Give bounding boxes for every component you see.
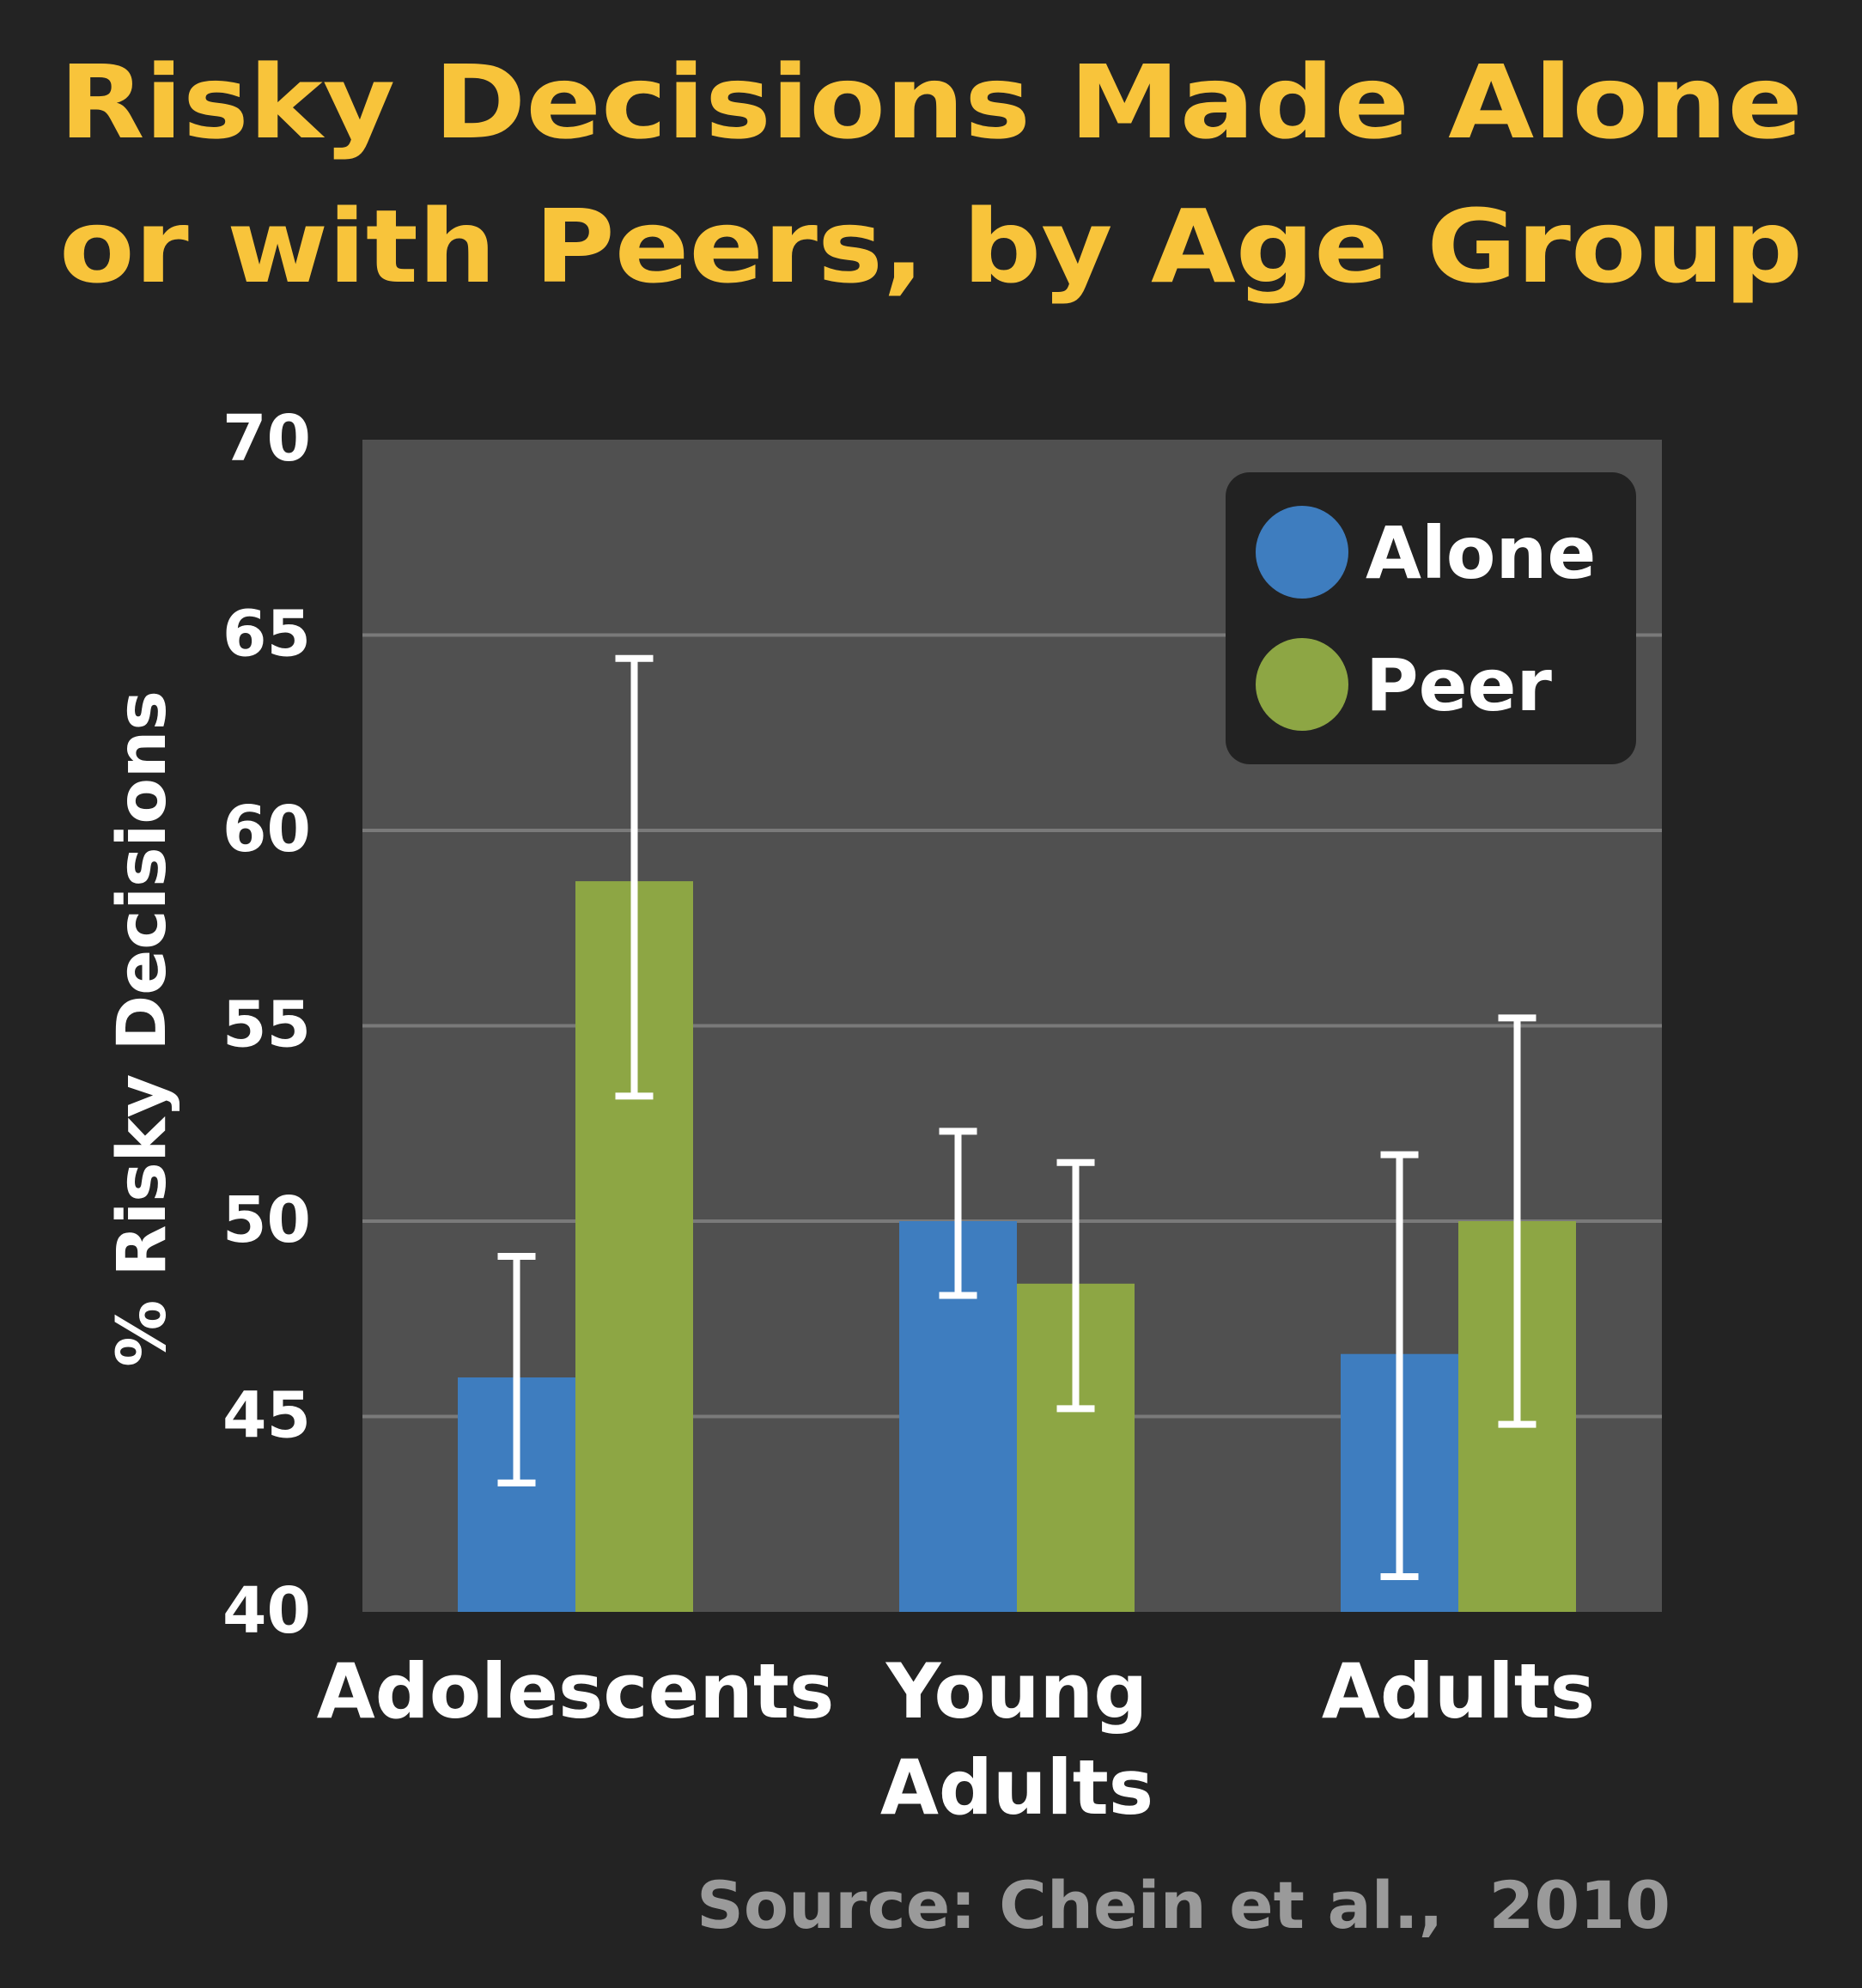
category-label: Young — [885, 1647, 1147, 1736]
category-label: Adults — [880, 1743, 1153, 1832]
chart-title-line-2: or with Peers, by Age Group — [59, 187, 1803, 306]
chart-title-line-1: Risky Decisions Made Alone — [59, 43, 1803, 161]
y-tick-label: 50 — [222, 1183, 311, 1257]
legend: Alone Peer — [1226, 472, 1636, 764]
category-label: Adults — [1322, 1647, 1595, 1736]
legend-swatch-alone — [1256, 506, 1348, 599]
error-bar-alone-0 — [497, 1252, 536, 1486]
error-bar-alone-2 — [1380, 1151, 1419, 1581]
error-bar-peer-1 — [1056, 1158, 1095, 1413]
y-axis-ticks: 40 45 50 55 60 65 70 — [222, 402, 311, 1648]
y-tick-label: 60 — [222, 793, 311, 866]
legend-swatch-peer — [1256, 638, 1348, 731]
chart-title: Risky Decisions Made Alone or with Peers… — [59, 43, 1803, 306]
y-axis-label: % Risky Decisions — [104, 690, 181, 1367]
error-bar-peer-2 — [1498, 1014, 1536, 1428]
error-bar-peer-0 — [615, 654, 654, 1100]
legend-label-peer: Peer — [1366, 643, 1553, 727]
y-tick-label: 45 — [222, 1379, 311, 1453]
y-tick-label: 70 — [222, 402, 311, 476]
legend-label-alone: Alone — [1366, 511, 1596, 595]
source-note: Source: Chein et al., 2010 — [697, 1867, 1670, 1943]
y-tick-label: 40 — [222, 1574, 311, 1648]
error-bar-alone-1 — [939, 1128, 977, 1299]
y-tick-label: 65 — [222, 598, 311, 672]
error-bars — [497, 654, 1536, 1581]
y-tick-label: 55 — [222, 988, 311, 1062]
category-label: Adolescents — [317, 1647, 835, 1736]
